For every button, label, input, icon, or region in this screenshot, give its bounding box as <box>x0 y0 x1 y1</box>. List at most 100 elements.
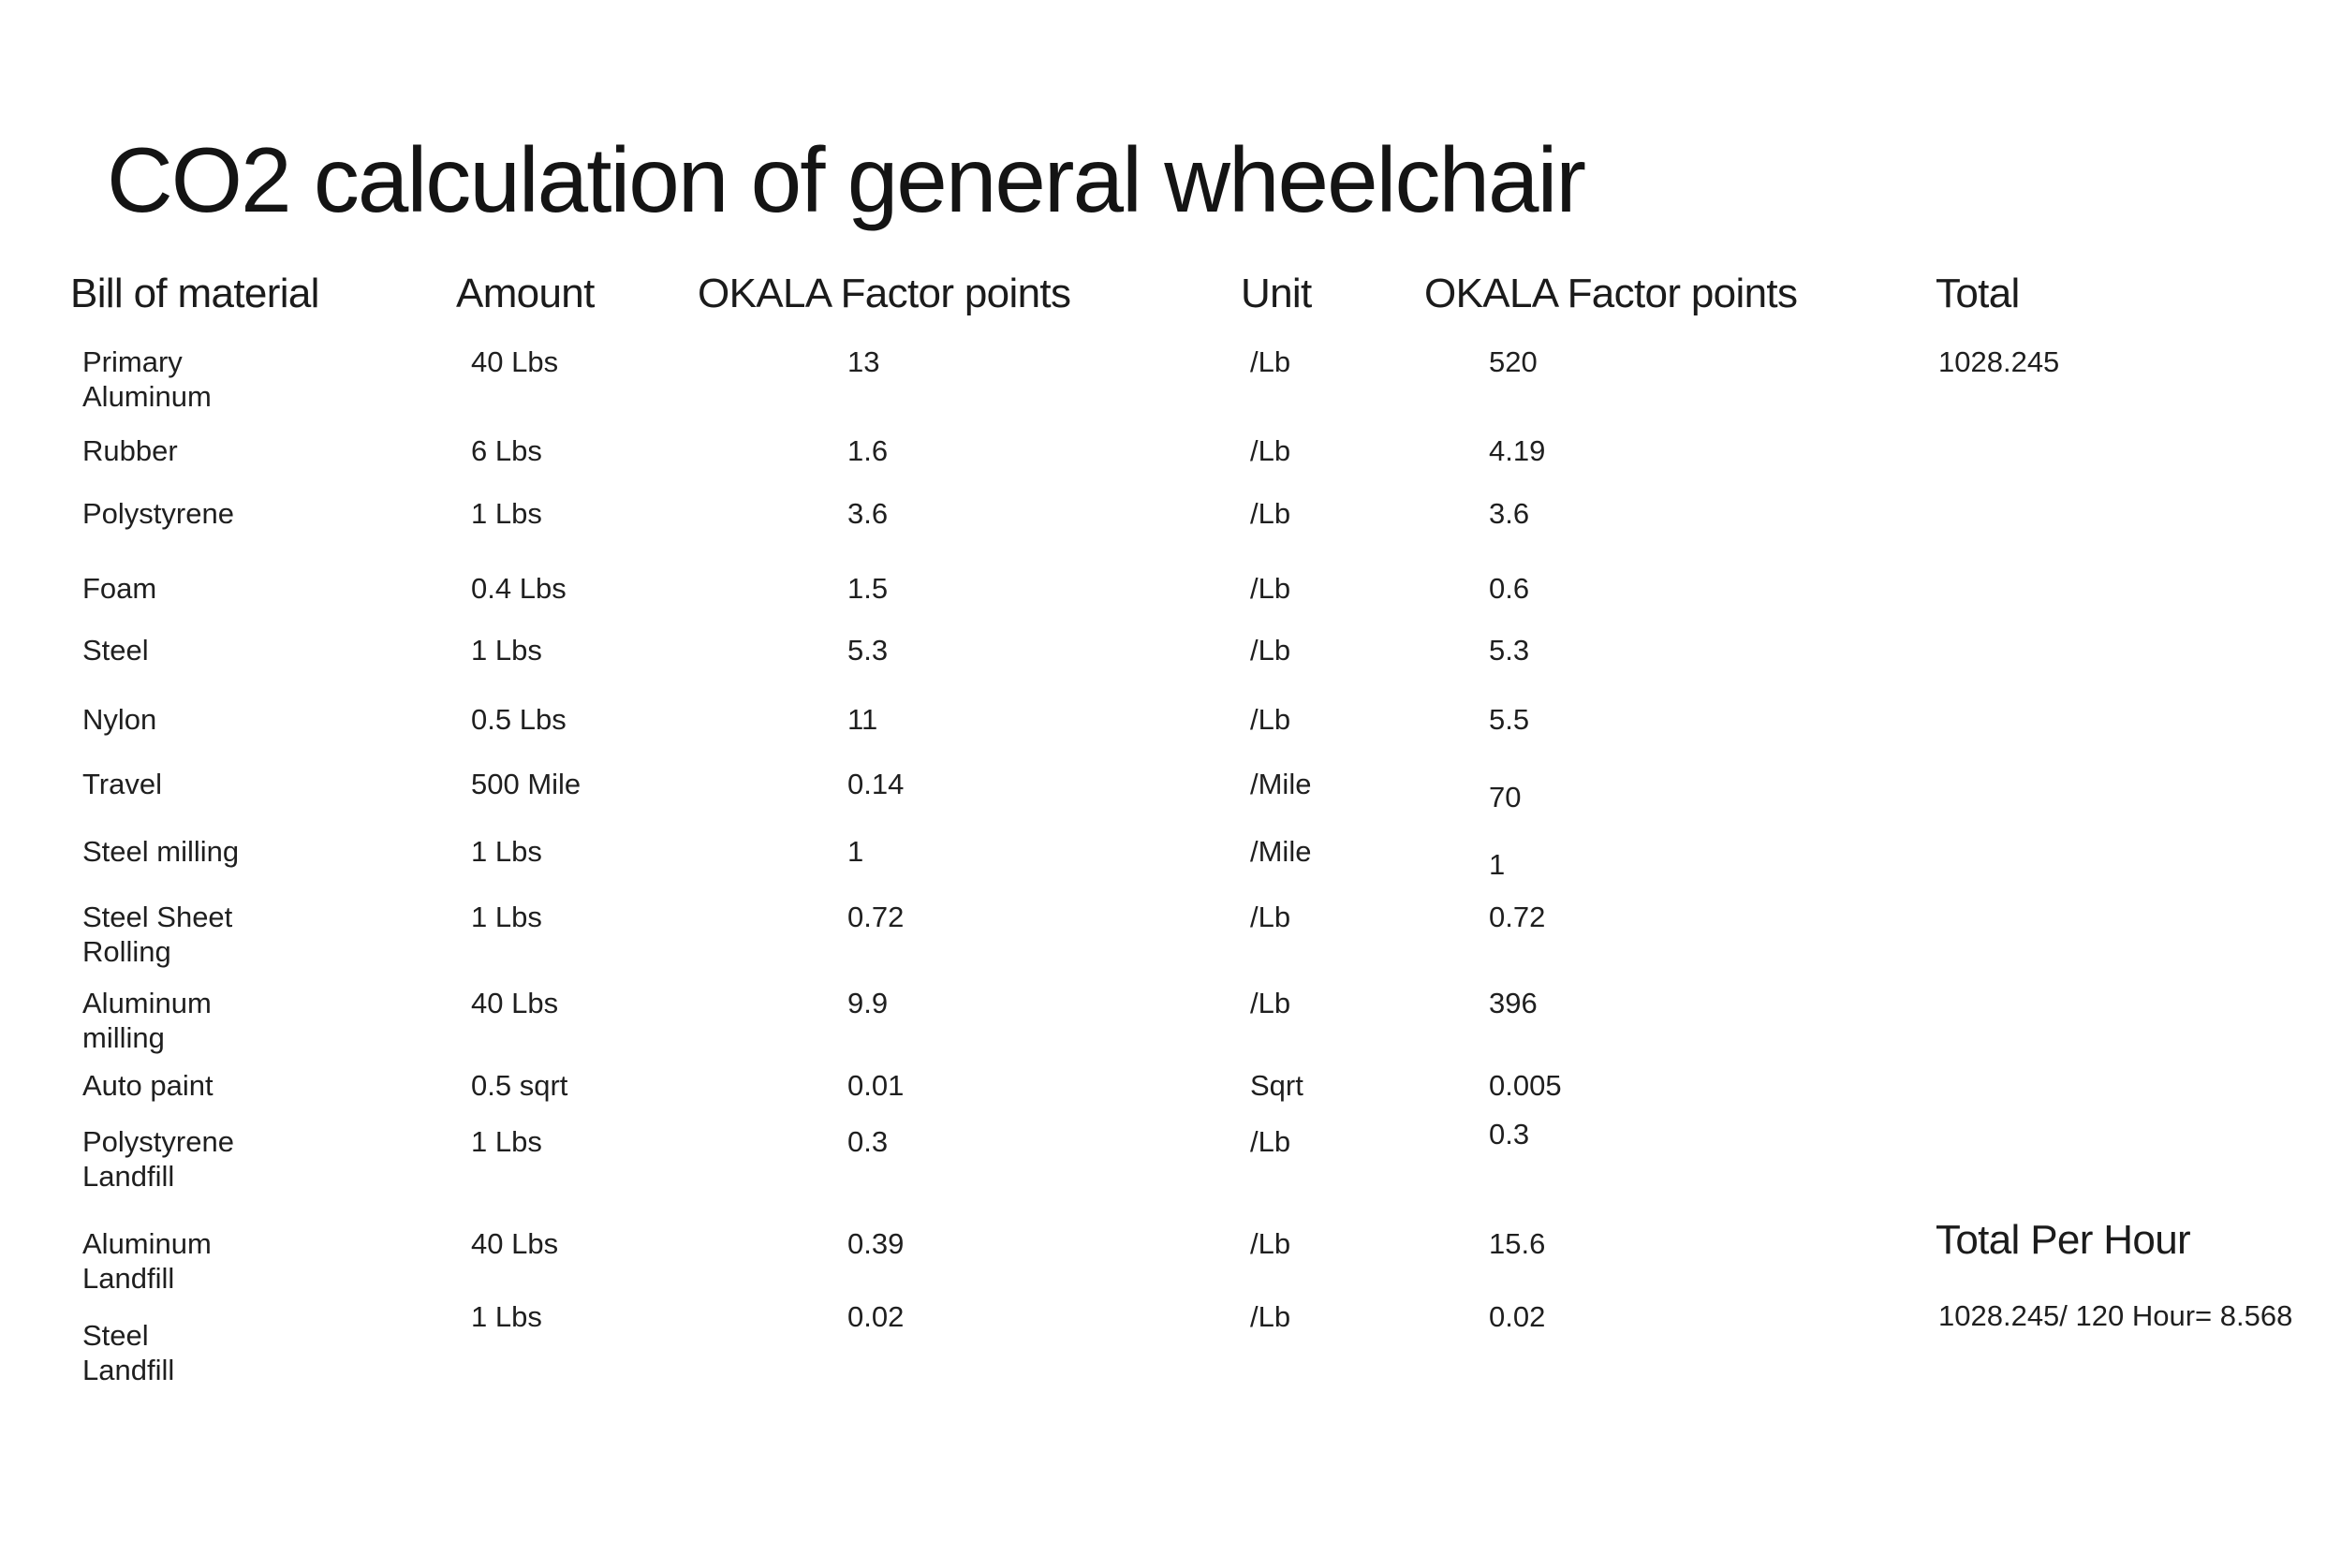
column-header-bill-of-material: Bill of material <box>70 271 319 316</box>
factor-cell: 11 <box>847 703 878 736</box>
factor-cell: 0.72 <box>847 901 905 933</box>
amount-cell: 0.5 sqrt <box>471 1069 568 1102</box>
unit-cell: /Lb <box>1250 497 1291 530</box>
column-header-unit: Unit <box>1241 271 1312 316</box>
factor-cell: 0.02 <box>847 1300 905 1333</box>
factor-cell: 1.5 <box>847 572 889 605</box>
column-header-okala-factor-points-2: OKALA Factor points <box>1424 271 1798 316</box>
material-line: Steel Sheet <box>82 901 233 933</box>
material-line: Travel <box>82 768 162 800</box>
amount-cell: 1 Lbs <box>471 497 542 530</box>
factor-cell: 1.6 <box>847 434 889 467</box>
unit-cell: /Lb <box>1250 1125 1291 1158</box>
points-cell: 520 <box>1489 345 1538 378</box>
amount-cell: 6 Lbs <box>471 434 542 467</box>
material-line: Landfill <box>82 1354 175 1386</box>
unit-cell: /Lb <box>1250 987 1291 1019</box>
factor-cell: 5.3 <box>847 634 889 667</box>
amount-cell: 1 Lbs <box>471 835 542 868</box>
material-line: Foam <box>82 572 157 605</box>
material-line: milling <box>82 1021 165 1054</box>
material-cell: Foam <box>82 571 156 606</box>
points-cell: 70 <box>1489 781 1522 813</box>
material-line: Polystyrene <box>82 1125 234 1158</box>
material-line: Auto paint <box>82 1069 213 1102</box>
points-cell: 4.19 <box>1489 434 1546 467</box>
unit-cell: /Lb <box>1250 1227 1291 1260</box>
factor-cell: 0.01 <box>847 1069 905 1102</box>
material-line: Steel <box>82 634 149 667</box>
material-cell: Steel Landfill <box>82 1318 174 1387</box>
material-line: Steel <box>82 1319 149 1352</box>
material-line: Polystyrene <box>82 497 234 530</box>
points-cell: 0.6 <box>1489 572 1530 605</box>
amount-cell: 1 Lbs <box>471 1125 542 1158</box>
unit-cell: /Lb <box>1250 434 1291 467</box>
unit-cell: /Lb <box>1250 703 1291 736</box>
unit-cell: Sqrt <box>1250 1069 1303 1102</box>
material-cell: Primary Aluminum <box>82 344 212 414</box>
points-cell: 0.02 <box>1489 1300 1546 1333</box>
amount-cell: 0.4 Lbs <box>471 572 567 605</box>
unit-cell: /Mile <box>1250 835 1312 868</box>
points-cell: 5.5 <box>1489 703 1530 736</box>
material-cell: Aluminum milling <box>82 986 212 1055</box>
material-line: Steel milling <box>82 835 240 868</box>
factor-cell: 13 <box>847 345 880 378</box>
material-line: Aluminum <box>82 1227 212 1260</box>
material-cell: Aluminum Landfill <box>82 1226 212 1296</box>
material-line: Aluminum <box>82 380 212 413</box>
amount-cell: 1 Lbs <box>471 901 542 933</box>
unit-cell: /Lb <box>1250 572 1291 605</box>
page-title: CO2 calculation of general wheelchair <box>107 128 1586 231</box>
total-per-hour-value: 1028.245/ 120 Hour= 8.568 <box>1938 1299 2293 1332</box>
points-cell: 0.72 <box>1489 901 1546 933</box>
unit-cell: /Lb <box>1250 345 1291 378</box>
material-cell: Polystyrene <box>82 496 234 531</box>
material-cell: Polystyrene Landfill <box>82 1124 234 1194</box>
amount-cell: 0.5 Lbs <box>471 703 567 736</box>
column-header-amount: Amount <box>456 271 595 316</box>
unit-cell: /Mile <box>1250 768 1312 800</box>
points-cell: 0.3 <box>1489 1118 1530 1150</box>
material-cell: Steel milling <box>82 834 239 869</box>
points-cell: 5.3 <box>1489 634 1530 667</box>
total-cell: 1028.245 <box>1938 345 2060 378</box>
material-cell: Nylon <box>82 702 156 737</box>
amount-cell: 1 Lbs <box>471 634 542 667</box>
material-cell: Travel <box>82 767 162 801</box>
material-cell: Rubber <box>82 433 178 468</box>
unit-cell: /Lb <box>1250 634 1291 667</box>
amount-cell: 1 Lbs <box>471 1300 542 1333</box>
factor-cell: 9.9 <box>847 987 889 1019</box>
column-header-total: Total <box>1936 271 2020 316</box>
amount-cell: 40 Lbs <box>471 1227 559 1260</box>
points-cell: 396 <box>1489 987 1538 1019</box>
unit-cell: /Lb <box>1250 901 1291 933</box>
material-line: Landfill <box>82 1262 175 1295</box>
factor-cell: 0.3 <box>847 1125 889 1158</box>
factor-cell: 0.39 <box>847 1227 905 1260</box>
material-line: Primary <box>82 345 183 378</box>
points-cell: 1 <box>1489 848 1506 881</box>
amount-cell: 40 Lbs <box>471 345 559 378</box>
material-cell: Steel Sheet Rolling <box>82 900 232 969</box>
unit-cell: /Lb <box>1250 1300 1291 1333</box>
amount-cell: 40 Lbs <box>471 987 559 1019</box>
material-cell: Auto paint <box>82 1068 213 1103</box>
material-line: Landfill <box>82 1160 175 1193</box>
factor-cell: 1 <box>847 835 864 868</box>
points-cell: 3.6 <box>1489 497 1530 530</box>
total-per-hour-label: Total Per Hour <box>1936 1217 2191 1263</box>
material-cell: Steel <box>82 633 149 667</box>
material-line: Aluminum <box>82 987 212 1019</box>
column-header-okala-factor-points-1: OKALA Factor points <box>698 271 1071 316</box>
material-line: Rolling <box>82 935 171 968</box>
amount-cell: 500 Mile <box>471 768 582 800</box>
factor-cell: 0.14 <box>847 768 905 800</box>
points-cell: 15.6 <box>1489 1227 1546 1260</box>
points-cell: 0.005 <box>1489 1069 1562 1102</box>
factor-cell: 3.6 <box>847 497 889 530</box>
material-line: Rubber <box>82 434 178 467</box>
